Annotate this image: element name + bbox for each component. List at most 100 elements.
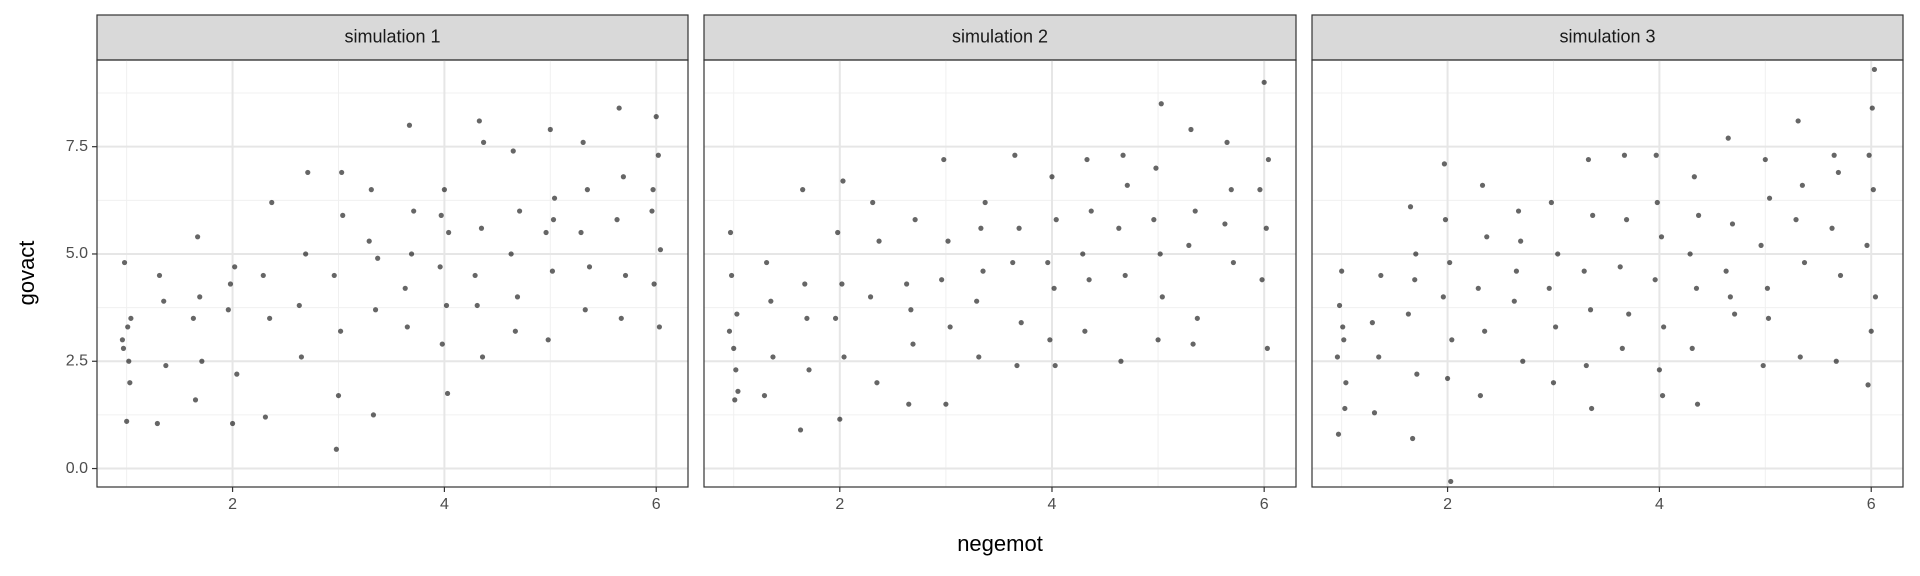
point	[947, 324, 953, 330]
point	[120, 345, 127, 351]
point	[1264, 345, 1270, 351]
point	[1259, 277, 1265, 283]
point	[124, 418, 130, 424]
point	[1341, 337, 1347, 343]
point	[1186, 242, 1192, 248]
point	[1589, 405, 1595, 412]
point	[1376, 354, 1382, 360]
point	[1257, 187, 1263, 193]
point	[1518, 238, 1524, 244]
point	[551, 195, 558, 201]
point	[127, 380, 133, 386]
point	[1590, 212, 1596, 218]
point	[835, 229, 841, 236]
point	[260, 272, 266, 279]
point	[1626, 311, 1632, 317]
point	[839, 281, 845, 287]
point	[876, 238, 882, 244]
point	[1762, 156, 1768, 163]
point	[870, 199, 876, 206]
point	[1475, 285, 1481, 291]
point	[366, 238, 372, 244]
point	[1520, 358, 1526, 364]
point	[1585, 156, 1592, 163]
point	[734, 311, 740, 317]
point	[192, 397, 199, 403]
point	[1224, 139, 1230, 145]
point	[474, 302, 480, 309]
point	[578, 229, 584, 236]
point	[1799, 182, 1805, 188]
point	[1049, 174, 1055, 180]
point	[1872, 294, 1879, 300]
point	[622, 272, 629, 279]
point	[199, 358, 205, 364]
point	[1440, 294, 1446, 300]
point	[476, 118, 482, 124]
point	[1555, 251, 1561, 257]
point	[234, 371, 240, 377]
point	[733, 367, 739, 373]
point	[1192, 208, 1198, 214]
point	[735, 388, 741, 394]
point	[761, 392, 768, 399]
point	[514, 294, 521, 300]
point	[1833, 358, 1839, 364]
point	[763, 259, 770, 266]
point	[1194, 315, 1200, 321]
point	[402, 285, 408, 291]
point	[1621, 152, 1628, 158]
point	[411, 208, 417, 214]
point	[190, 315, 196, 321]
point	[614, 217, 620, 223]
point	[1122, 272, 1128, 279]
point	[1151, 217, 1157, 223]
point	[267, 315, 273, 321]
point	[1868, 328, 1874, 334]
point	[1865, 382, 1871, 388]
point	[1047, 337, 1053, 343]
point	[340, 212, 346, 218]
point	[1157, 251, 1163, 257]
point	[305, 169, 311, 176]
point	[1334, 354, 1341, 360]
point	[1511, 298, 1517, 304]
point	[657, 247, 664, 253]
point	[1018, 320, 1024, 326]
point	[406, 122, 413, 128]
point	[1340, 324, 1346, 330]
point	[1012, 152, 1018, 158]
point	[119, 337, 126, 343]
point	[444, 390, 451, 397]
point	[1548, 199, 1554, 206]
point	[1441, 161, 1447, 167]
point	[128, 315, 134, 321]
point	[161, 298, 167, 304]
point	[197, 294, 203, 300]
point	[121, 259, 128, 266]
point	[408, 251, 415, 257]
point	[1587, 307, 1594, 313]
point	[1407, 204, 1414, 210]
x-axis-title: negemot	[957, 531, 1043, 556]
point	[1793, 217, 1799, 223]
x-tick-label: 2	[1443, 496, 1452, 513]
point	[1414, 371, 1420, 377]
point	[1442, 217, 1449, 223]
y-axis-title: govact	[14, 241, 39, 306]
point	[1413, 251, 1419, 257]
point	[516, 208, 523, 214]
point	[1080, 251, 1086, 257]
point	[1864, 242, 1870, 248]
point	[125, 324, 131, 330]
x-tick-label: 2	[835, 496, 844, 513]
point	[1797, 354, 1803, 360]
point	[1731, 311, 1738, 317]
point	[1659, 392, 1666, 399]
point	[1870, 187, 1876, 193]
point	[229, 420, 236, 427]
x-tick-label: 6	[652, 496, 661, 513]
point	[800, 187, 806, 193]
point	[649, 208, 655, 214]
point	[303, 251, 309, 257]
